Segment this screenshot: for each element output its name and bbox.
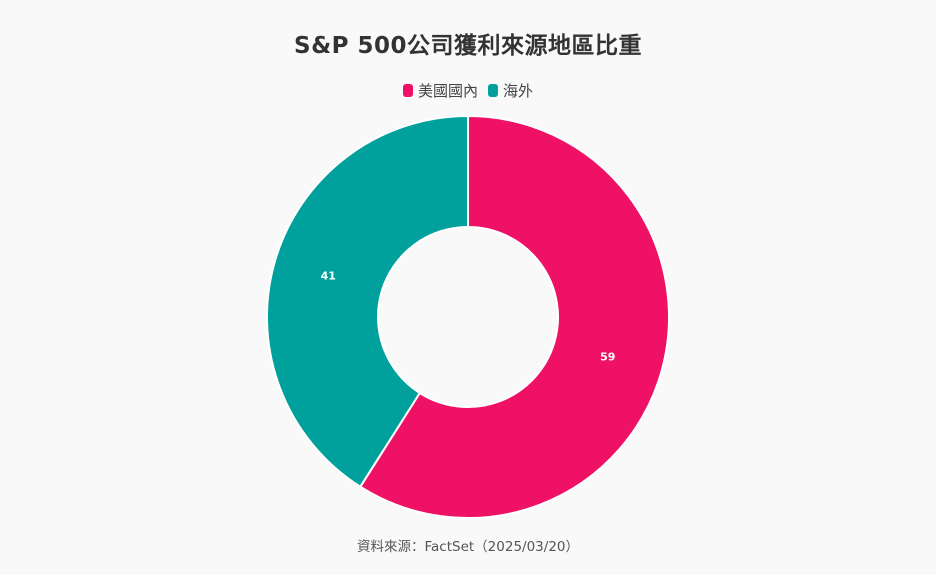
slice-value-label-1: 41 [321, 269, 336, 282]
chart-title: S&P 500公司獲利來源地區比重 [294, 33, 642, 59]
legend-label-domestic: 美國國內 [417, 82, 478, 100]
legend-item-domestic[interactable]: 美國國內 [402, 80, 478, 101]
donut-slice-1[interactable] [266, 114, 469, 489]
legend-item-overseas[interactable]: 海外 [488, 80, 533, 101]
source-note: 資料來源：FactSet（2025/03/20） [357, 539, 579, 555]
slice-value-label-0: 59 [600, 351, 615, 364]
legend-swatch-overseas [488, 84, 498, 97]
legend-label-overseas: 海外 [503, 82, 534, 100]
legend-swatch-domestic [402, 84, 413, 97]
donut-slice-0[interactable] [358, 114, 670, 519]
legend: 美國國內 海外 [0, 80, 936, 101]
